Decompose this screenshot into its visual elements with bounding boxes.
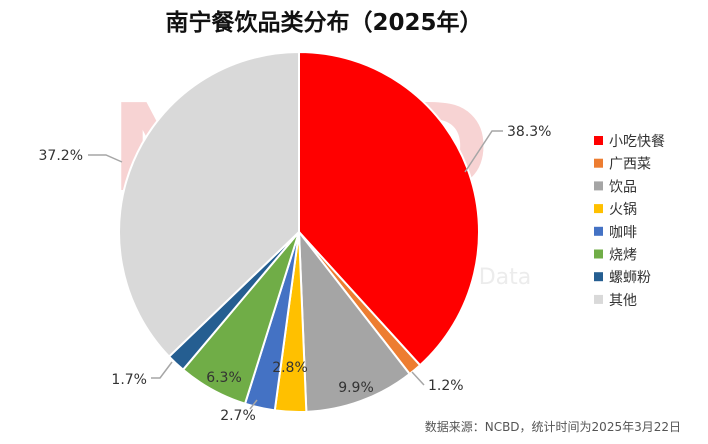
legend-swatch-4 <box>594 204 603 214</box>
chart-title: 南宁餐饮品类分布（2025年） <box>165 9 482 36</box>
legend-swatch-5 <box>594 226 603 236</box>
legend-label-2: 广西菜 <box>609 157 651 173</box>
legend-label-3: 饮品 <box>609 179 637 195</box>
watermark-subtext: Data <box>479 265 532 290</box>
legend-swatch-2 <box>594 158 603 168</box>
legend-label-6: 烧烤 <box>609 248 637 264</box>
leader-line-8 <box>88 154 123 163</box>
pie-slices <box>118 50 480 413</box>
data-label-8: 37.2% <box>39 148 83 164</box>
legend-label-5: 咖啡 <box>609 225 637 241</box>
legend-swatch-1 <box>594 136 603 145</box>
data-label-7: 1.7% <box>111 372 147 388</box>
legend-label-7: 螺蛳粉 <box>609 270 651 286</box>
legend-swatch-3 <box>594 181 603 191</box>
data-label-6: 6.3% <box>206 370 242 386</box>
legend-label-8: 其他 <box>609 293 637 309</box>
leader-line-5 <box>249 399 258 410</box>
data-labels: 38.3% 1.2% 9.9% 2.8% 2.7% 6.3% 1.7% 37.2% <box>39 124 552 424</box>
pie-slice-1 <box>298 50 480 367</box>
legend-label-4: 火锅 <box>609 202 637 218</box>
legend-swatch-7 <box>594 272 603 282</box>
leader-line-7 <box>151 361 173 379</box>
legend-swatch-8 <box>594 294 603 304</box>
pie-slice-3 <box>297 228 412 413</box>
pie-slice-8 <box>118 50 300 358</box>
data-label-3: 9.9% <box>338 380 374 396</box>
leader-line-2 <box>411 371 425 386</box>
data-label-4: 2.8% <box>272 360 308 376</box>
leader-line-1 <box>464 130 503 173</box>
leader-lines <box>88 130 503 410</box>
legend-label-1: 小吃快餐 <box>609 134 665 150</box>
source-note: 数据来源：NCBD，统计时间为2025年3月22日 <box>425 419 681 434</box>
legend-swatch-6 <box>594 249 603 259</box>
data-label-5: 2.7% <box>220 408 256 424</box>
data-label-1: 38.3% <box>507 124 551 140</box>
data-label-2: 1.2% <box>428 378 464 394</box>
